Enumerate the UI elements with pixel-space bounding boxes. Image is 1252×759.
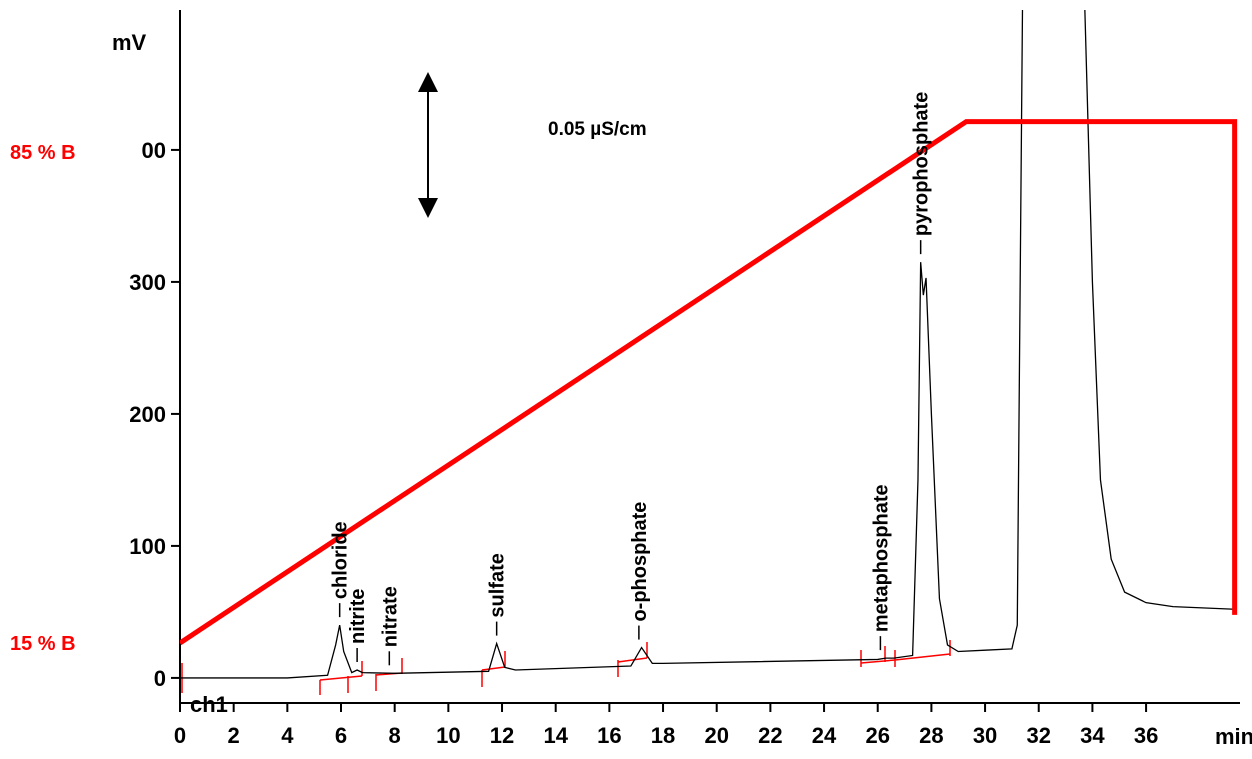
- x-tick-label: 6: [335, 723, 347, 748]
- peak-label: nitrate: [379, 586, 401, 647]
- x-tick-label: 8: [389, 723, 401, 748]
- peak-label: metaphosphate: [870, 484, 892, 632]
- x-tick-label: 28: [919, 723, 943, 748]
- channel-label: ch1: [190, 692, 228, 717]
- peak-label: pyrophosphate: [911, 92, 933, 236]
- x-tick-label: 36: [1134, 723, 1158, 748]
- y-tick-label: 200: [129, 402, 166, 427]
- y-axis-label: mV: [112, 30, 147, 55]
- peak-label: o-phosphate: [629, 502, 651, 622]
- x-tick-label: 34: [1080, 723, 1105, 748]
- y-tick-label: 0: [154, 666, 166, 691]
- x-tick-label: 10: [436, 723, 460, 748]
- x-tick-label: 2: [228, 723, 240, 748]
- x-tick-label: 18: [651, 723, 675, 748]
- y2-tick-label: 85 % B: [10, 142, 76, 164]
- x-tick-label: 16: [597, 723, 621, 748]
- plot-area: [180, 10, 1238, 679]
- x-tick-label: 14: [543, 723, 568, 748]
- y-tick-label: 100: [129, 534, 166, 559]
- trace-line: [180, 10, 1235, 679]
- gradient-line: [180, 119, 1238, 646]
- peak-label: nitrite: [347, 588, 369, 644]
- scale-arrow: [418, 72, 438, 218]
- x-tick-label: 30: [973, 723, 997, 748]
- x-axis-label: min: [1215, 724, 1252, 749]
- x-tick-label: 24: [812, 723, 837, 748]
- y-tick-label: 00: [142, 138, 166, 163]
- x-tick-label: 32: [1026, 723, 1050, 748]
- x-tick-label: 4: [281, 723, 294, 748]
- x-tick-label: 0: [174, 723, 186, 748]
- scale-label: 0.05 µS/cm: [548, 119, 647, 140]
- y-tick-label: 300: [129, 270, 166, 295]
- x-tick-label: 12: [490, 723, 514, 748]
- y2-tick-label: 15 % B: [10, 633, 76, 655]
- x-tick-label: 20: [704, 723, 728, 748]
- peak-label: chloride: [330, 521, 352, 599]
- x-tick-label: 22: [758, 723, 782, 748]
- peak-label: sulfate: [487, 553, 509, 617]
- integration-marks: [181, 640, 951, 695]
- x-tick-label: 26: [865, 723, 889, 748]
